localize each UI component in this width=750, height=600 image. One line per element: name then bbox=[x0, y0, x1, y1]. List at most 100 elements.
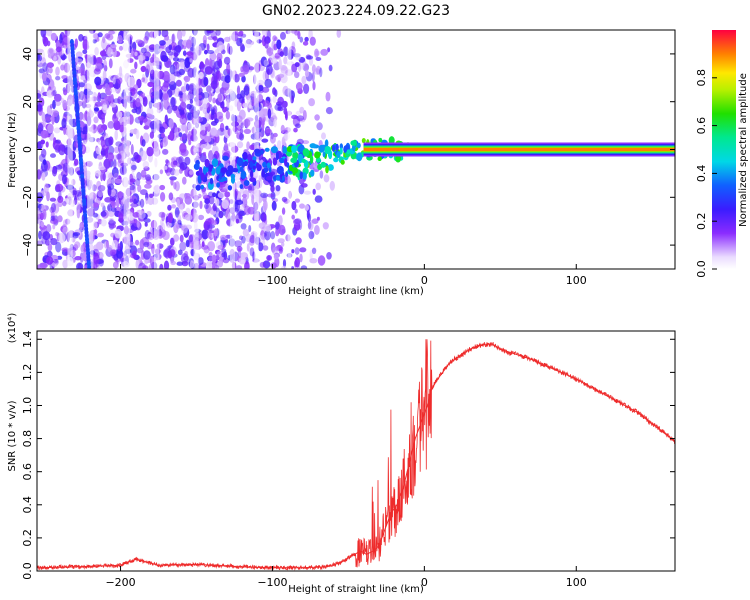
heatmap-noise-cell bbox=[162, 149, 168, 155]
heatmap-gap bbox=[154, 30, 159, 269]
heatmap-transition-cell bbox=[276, 176, 280, 181]
heatmap-noise-cell bbox=[118, 77, 123, 84]
heatmap-noise-cell bbox=[295, 247, 300, 255]
snr-ytick-label: 0.6 bbox=[21, 463, 34, 481]
heatmap-noise-cell bbox=[136, 172, 141, 181]
heatmap-noise-cell bbox=[240, 37, 243, 43]
heatmap-noise-cell bbox=[147, 107, 154, 118]
snr-ytick-label: 0.2 bbox=[21, 529, 34, 547]
heatmap-noise-cell bbox=[303, 84, 309, 94]
heatmap-noise-cell bbox=[100, 50, 106, 56]
heatmap-noise-cell bbox=[244, 206, 251, 216]
heatmap-noise-cell bbox=[175, 45, 181, 53]
heatmap-noise-cell bbox=[55, 165, 62, 170]
heatmap-noise-cell bbox=[101, 203, 105, 208]
snr-ytick-label: 0.8 bbox=[21, 430, 34, 448]
heatmap-noise-cell bbox=[248, 225, 251, 232]
heatmap-noise-cell bbox=[320, 49, 328, 56]
heatmap-noise-cell bbox=[199, 117, 203, 122]
colorbar-tick-label: 0.2 bbox=[695, 212, 708, 230]
heatmap-transition-cell bbox=[252, 156, 256, 160]
heatmap-noise-cell bbox=[55, 101, 61, 106]
heatmap-ylabel: Frequency (Hz) bbox=[7, 112, 18, 188]
heatmap-transition-cell bbox=[290, 158, 297, 164]
heatmap-noise-cell bbox=[40, 263, 48, 269]
heatmap-noise-cell bbox=[103, 172, 106, 181]
heatmap-noise-cell bbox=[112, 240, 119, 250]
heatmap-noise-cell bbox=[132, 109, 138, 114]
heatmap-noise-cell bbox=[278, 74, 284, 78]
heatmap-transition-cell bbox=[242, 152, 247, 160]
heatmap-transition-cell bbox=[266, 176, 273, 181]
heatmap-noise-cell bbox=[140, 189, 148, 195]
heatmap-transition-cell bbox=[314, 151, 320, 158]
heatmap-noise-cell bbox=[279, 247, 283, 252]
heatmap-noise-cell bbox=[220, 235, 227, 241]
heatmap-noise-cell bbox=[177, 30, 182, 41]
heatmap-noise-cell bbox=[101, 211, 107, 217]
heatmap-noise-cell bbox=[261, 139, 268, 143]
heatmap-noise-cell bbox=[145, 174, 151, 181]
heatmap-noise-cell bbox=[119, 66, 122, 77]
heatmap-transition-cell bbox=[237, 157, 243, 166]
heatmap-transition-cell bbox=[332, 144, 335, 151]
heatmap-ytick-label: 0 bbox=[21, 146, 34, 153]
heatmap-noise-cell bbox=[212, 74, 217, 85]
heatmap-noise-cell bbox=[217, 41, 224, 52]
heatmap-noise-cell bbox=[262, 26, 267, 37]
heatmap-noise-cell bbox=[185, 214, 193, 221]
heatmap-noise-cell bbox=[37, 104, 42, 111]
heatmap-noise-cell bbox=[167, 205, 171, 211]
heatmap-noise-cell bbox=[105, 148, 108, 159]
heatmap-noise-cell bbox=[48, 48, 55, 57]
heatmap-noise-cell bbox=[309, 258, 317, 263]
heatmap-noise-cell bbox=[114, 75, 118, 79]
heatmap-noise-cell bbox=[168, 51, 174, 55]
heatmap-transition-cell bbox=[240, 184, 244, 189]
heatmap-noise-cell bbox=[258, 85, 263, 91]
heatmap-transition-cell bbox=[249, 177, 256, 182]
heatmap-noise-cell bbox=[204, 50, 208, 55]
heatmap-ytick-label: −40 bbox=[21, 233, 34, 256]
heatmap-noise-cell bbox=[149, 194, 154, 198]
heatmap-noise-cell bbox=[75, 59, 83, 64]
heatmap-noise-cell bbox=[114, 130, 118, 140]
heatmap-noise-cell bbox=[103, 60, 107, 71]
heatmap-ytick-label: 40 bbox=[21, 47, 34, 61]
heatmap-transition-cell bbox=[228, 185, 232, 190]
heatmap-transition-cell bbox=[227, 165, 233, 171]
heatmap-noise-cell bbox=[291, 28, 298, 34]
heatmap-noise-cell bbox=[62, 174, 67, 184]
heatmap-noise-cell bbox=[137, 185, 141, 193]
heatmap-noise-cell bbox=[190, 260, 194, 268]
heatmap-noise-cell bbox=[211, 107, 215, 113]
heatmap-noise-cell bbox=[174, 127, 178, 136]
heatmap-noise-cell bbox=[201, 99, 209, 105]
heatmap-noise-cell bbox=[312, 248, 316, 254]
heatmap-noise-cell bbox=[105, 171, 111, 178]
snr-ytick-label: 1.4 bbox=[21, 331, 34, 349]
heatmap-noise-cell bbox=[244, 129, 251, 134]
heatmap-noise-cell bbox=[95, 170, 102, 176]
heatmap-noise-cell bbox=[180, 137, 184, 141]
heatmap-noise-cell bbox=[130, 69, 136, 74]
heatmap-noise-cell bbox=[303, 41, 308, 46]
heatmap-noise-cell bbox=[176, 224, 181, 229]
heatmap-noise-cell bbox=[37, 169, 41, 180]
heatmap-noise-cell bbox=[263, 200, 268, 211]
heatmap-noise-cell bbox=[130, 203, 138, 208]
heatmap-noise-cell bbox=[42, 112, 46, 122]
heatmap-transition-cell bbox=[279, 158, 284, 163]
heatmap-transition-cell bbox=[249, 161, 253, 168]
heatmap-noise-cell bbox=[40, 140, 45, 145]
heatmap-noise-cell bbox=[217, 71, 221, 81]
heatmap-noise-cell bbox=[313, 189, 316, 195]
heatmap-noise-cell bbox=[101, 219, 107, 226]
heatmap-noise-cell bbox=[266, 64, 273, 75]
heatmap-noise-cell bbox=[291, 215, 295, 220]
heatmap-transition-cell bbox=[318, 145, 324, 153]
heatmap-noise-cell bbox=[42, 231, 50, 240]
heatmap-noise-cell bbox=[297, 139, 304, 145]
heatmap-noise-cell bbox=[96, 147, 101, 154]
heatmap-noise-cell bbox=[275, 53, 280, 59]
